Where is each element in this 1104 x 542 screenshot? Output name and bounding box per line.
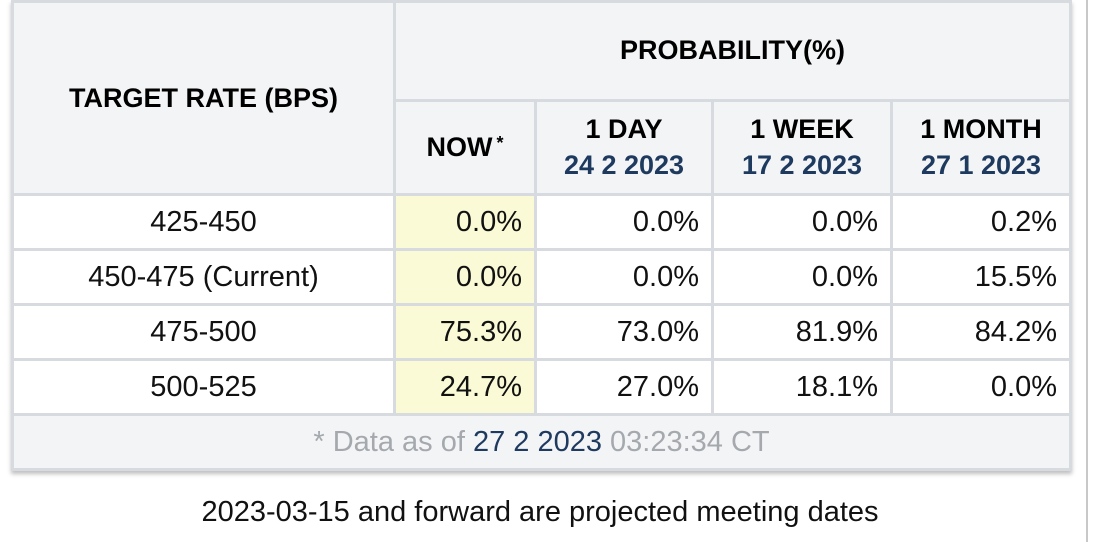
probability-1-day-cell: 0.0% (534, 248, 714, 306)
column-label: 1 MONTH (920, 114, 1042, 145)
footnote-prefix: * Data as of (313, 425, 473, 458)
probability-now-cell: 75.3% (393, 303, 537, 361)
probability-1-month-cell: 15.5% (890, 248, 1072, 306)
probability-1-month-cell: 0.0% (890, 358, 1072, 416)
probability-1-week-cell: 0.0% (711, 248, 893, 306)
projected-dates-caption: 2023-03-15 and forward are projected mee… (201, 496, 879, 528)
column-date: 17 2 2023 (741, 150, 863, 181)
column-header-now: NOW * (393, 98, 537, 197)
column-label: 1 DAY (585, 114, 663, 145)
probability-1-week-cell: 0.0% (711, 193, 893, 251)
column-header-1-week: 1 WEEK 17 2 2023 (711, 98, 893, 197)
table-row: 500-525 24.7% 27.0% 18.1% 0.0% (11, 358, 1072, 416)
target-rate-cell: 475-500 (11, 303, 396, 361)
data-as-of-note: * Data as of 27 2 2023 03:23:34 CT (11, 413, 1072, 471)
target-rate-cell: 450-475 (Current) (11, 248, 396, 306)
probability-1-month-cell: 0.2% (890, 193, 1072, 251)
column-date: 24 2 2023 (563, 150, 685, 181)
table-row: 425-450 0.0% 0.0% 0.0% 0.2% (11, 193, 1072, 251)
probability-1-week-cell: 18.1% (711, 358, 893, 416)
footnote-time: 03:23:34 CT (601, 425, 770, 458)
table-row: 450-475 (Current) 0.0% 0.0% 0.0% 15.5% (11, 248, 1072, 306)
column-header-1-day: 1 DAY 24 2 2023 (534, 98, 714, 197)
target-rate-cell: 425-450 (11, 193, 396, 251)
column-header-1-month: 1 MONTH 27 1 2023 (890, 98, 1072, 197)
column-label: 1 WEEK (750, 114, 854, 145)
probability-1-week-cell: 81.9% (711, 303, 893, 361)
probability-now-cell: 0.0% (393, 248, 537, 306)
probability-header: PROBABILITY(%) (393, 0, 1072, 102)
probability-now-cell: 0.0% (393, 193, 537, 251)
footnote-marker: * (496, 133, 504, 154)
footnote-date: 27 2 2023 (472, 425, 602, 458)
probability-1-day-cell: 73.0% (534, 303, 714, 361)
target-rate-header: TARGET RATE (BPS) (11, 0, 396, 196)
probability-now-cell: 24.7% (393, 358, 537, 416)
column-date: 27 1 2023 (920, 150, 1042, 181)
table-row: 475-500 75.3% 73.0% 81.9% 84.2% (11, 303, 1072, 361)
column-label: NOW (426, 132, 493, 163)
table-footnote-row: * Data as of 27 2 2023 03:23:34 CT (11, 413, 1072, 471)
probability-table: TARGET RATE (BPS) PROBABILITY(%) NOW * 1 … (11, 0, 1072, 471)
probability-1-day-cell: 0.0% (534, 193, 714, 251)
page-edge-divider (1086, 0, 1088, 542)
target-rate-cell: 500-525 (11, 358, 396, 416)
probability-1-month-cell: 84.2% (890, 303, 1072, 361)
probability-1-day-cell: 27.0% (534, 358, 714, 416)
